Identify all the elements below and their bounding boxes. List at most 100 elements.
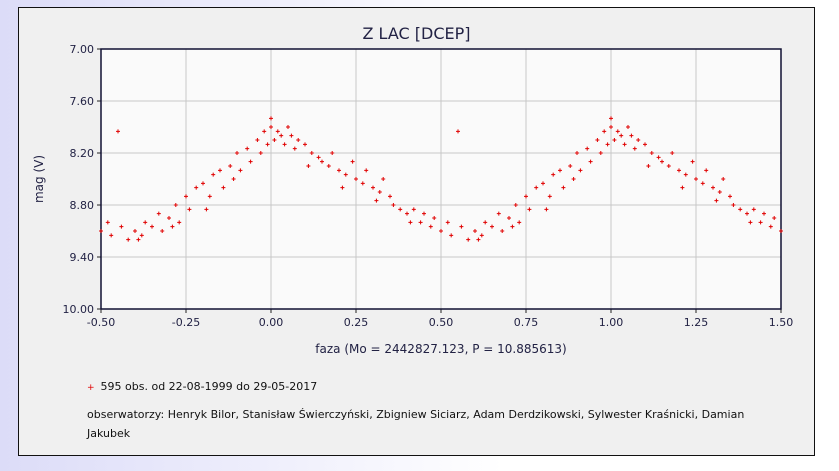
data-point (177, 220, 182, 225)
legend-series: 595 obs. od 22-08-1999 do 29-05-2017 (100, 380, 318, 393)
data-point (711, 185, 715, 190)
data-point (578, 168, 583, 173)
y-axis-label: mag (V) (32, 155, 46, 203)
data-point (248, 159, 253, 164)
data-point (275, 129, 280, 134)
data-point (269, 125, 273, 129)
data-point (745, 211, 749, 216)
data-point (439, 229, 443, 233)
data-point (527, 207, 532, 212)
data-point (748, 220, 753, 225)
data-point (779, 229, 783, 233)
data-point (544, 207, 549, 212)
data-point (109, 233, 114, 238)
data-point (551, 172, 556, 177)
data-point (615, 129, 620, 134)
data-point (626, 125, 630, 129)
data-point (612, 138, 617, 142)
data-point (700, 181, 705, 186)
plot-border (100, 48, 782, 310)
chart-title: Z LAC [DCEP] (362, 24, 471, 43)
data-point (269, 116, 273, 121)
data-point (456, 129, 460, 134)
data-point (316, 155, 321, 160)
data-point (694, 177, 698, 181)
data-point (330, 151, 335, 155)
data-point (99, 229, 103, 233)
data-point (738, 207, 743, 212)
legend-marker-icon: + (87, 383, 95, 393)
data-point (432, 216, 437, 220)
data-point (279, 133, 284, 138)
chart-panel: Z LAC [DCEP] -0.50 -0.25 0.00 0.25 0.50 0.75 1… (18, 7, 815, 456)
data-point (721, 177, 726, 181)
data-point (714, 198, 719, 203)
data-point (731, 203, 736, 207)
data-point (449, 233, 454, 238)
data-point (139, 233, 144, 238)
y-tick-label: 10.00 (63, 303, 95, 316)
data-point (337, 168, 341, 173)
y-tick-label: 8.20 (70, 147, 95, 160)
data-point (204, 207, 209, 212)
data-point (602, 129, 607, 134)
data-point (660, 159, 664, 164)
data-point (524, 194, 528, 199)
data-point (758, 220, 763, 225)
y-tick-label: 9.40 (70, 251, 95, 264)
data-point (445, 220, 450, 225)
data-point (231, 177, 236, 181)
data-point (466, 237, 471, 242)
x-tick-label: 0.00 (259, 316, 284, 329)
data-point (683, 172, 688, 177)
data-point (167, 216, 171, 220)
x-tick-label: 1.00 (599, 316, 624, 329)
data-point (245, 146, 250, 151)
data-point (326, 164, 331, 168)
data-point (568, 164, 573, 168)
data-point (598, 151, 603, 155)
data-point (105, 220, 110, 225)
data-point (265, 142, 270, 147)
data-point (534, 185, 539, 190)
data-point (656, 155, 661, 160)
data-point (201, 181, 205, 186)
data-point (588, 159, 593, 164)
data-point (211, 172, 216, 177)
data-point (609, 116, 613, 121)
data-point (496, 211, 501, 216)
data-point (184, 194, 188, 199)
data-point (690, 159, 695, 164)
data-point (622, 142, 627, 147)
data-point (218, 168, 222, 173)
x-tick-label: 0.50 (429, 316, 454, 329)
data-point (235, 151, 239, 155)
data-point (609, 125, 613, 129)
data-point (479, 233, 484, 238)
data-point (513, 203, 518, 207)
data-point (680, 185, 685, 190)
data-point (286, 125, 290, 129)
data-point (476, 237, 481, 242)
data-point (772, 216, 777, 220)
data-point (418, 220, 423, 225)
data-point (558, 168, 562, 173)
data-point (728, 194, 732, 199)
data-point (170, 224, 175, 229)
observers-text: obserwatorzy: Henryk Bilor, Stanisław Św… (87, 408, 745, 440)
data-point (459, 224, 464, 229)
x-tick-label: -0.25 (172, 316, 200, 329)
data-point (262, 129, 267, 134)
data-point (500, 229, 505, 233)
data-point (116, 129, 120, 134)
data-point (595, 138, 600, 142)
data-point (221, 185, 226, 190)
data-point (636, 138, 641, 142)
data-point (428, 224, 433, 229)
y-tick-label: 7.60 (70, 95, 95, 108)
data-point (649, 151, 654, 155)
x-tick-label: 1.25 (684, 316, 709, 329)
data-point (354, 177, 358, 181)
data-point (643, 142, 647, 147)
data-point (272, 138, 277, 142)
